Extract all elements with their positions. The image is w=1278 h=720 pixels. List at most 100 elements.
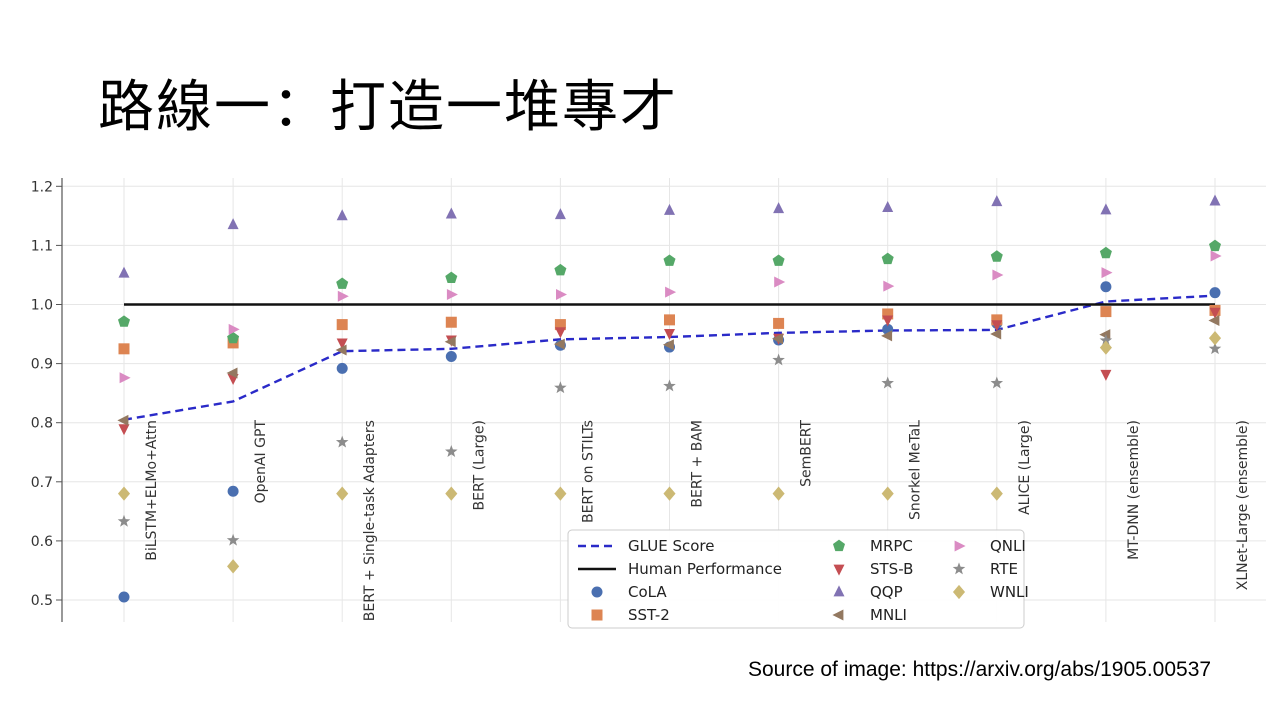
data-point (228, 323, 240, 335)
legend-item: GLUE Score (578, 537, 714, 555)
data-point (444, 336, 456, 348)
data-point (336, 277, 349, 289)
y-tick-label: 1.1 (31, 238, 53, 254)
chart-legend: GLUE Score Human Performance CoLA SST-2 MRPC… (567, 529, 1029, 629)
data-point (1100, 306, 1112, 318)
data-point (336, 486, 349, 501)
data-point (117, 486, 131, 501)
image-source-note: Source of image: https://arxiv.org/abs/1… (748, 658, 1212, 681)
data-point (883, 280, 895, 292)
data-point (882, 308, 894, 320)
data-point (663, 379, 676, 392)
data-point (1100, 281, 1112, 293)
data-point (663, 486, 676, 501)
data-point (881, 330, 893, 342)
series-qqp (118, 194, 1221, 278)
data-point (118, 424, 130, 436)
legend-item: QQP (833, 583, 903, 601)
data-point (1099, 329, 1111, 341)
data-point (445, 316, 457, 328)
data-point (774, 276, 786, 288)
legend-label: GLUE Score (628, 537, 714, 555)
data-point (554, 327, 566, 339)
data-point (990, 486, 1003, 501)
data-point (554, 208, 566, 220)
data-point (881, 486, 894, 501)
data-point (991, 195, 1003, 207)
data-point (990, 376, 1004, 389)
y-tick-label: 0.9 (31, 357, 53, 373)
legend-item: MRPC (832, 537, 913, 555)
data-point (1208, 342, 1222, 355)
data-point (336, 209, 348, 221)
x-category-label: BERT + BAM (690, 420, 706, 508)
legend-item: STS-B (833, 560, 913, 578)
data-point (226, 367, 238, 379)
data-point (117, 514, 131, 527)
data-point (445, 351, 457, 363)
data-point (227, 218, 239, 230)
data-point (663, 254, 676, 266)
series-rte (117, 333, 1222, 546)
data-point (117, 315, 131, 327)
data-point (772, 486, 785, 501)
legend-label: SST-2 (628, 606, 670, 624)
x-category-label: BiLSTM+ELMo+Attn (144, 420, 160, 561)
data-point (119, 372, 131, 384)
x-category-label: Snorkel MeTaL (908, 420, 924, 520)
data-point (772, 353, 785, 366)
y-tick-label: 1.0 (31, 298, 53, 314)
legend-swatch (833, 585, 845, 597)
data-point (336, 338, 348, 350)
data-point (1209, 307, 1221, 319)
data-point (554, 263, 567, 276)
series-line (123, 294, 1216, 421)
legend-swatch (832, 539, 846, 552)
legend-item: CoLA (591, 583, 667, 601)
data-point (1209, 194, 1221, 206)
data-point (664, 203, 675, 215)
x-category-label: BERT + Single-task Adapters (362, 420, 378, 621)
series-wnli (117, 331, 1222, 574)
data-point (664, 314, 675, 326)
data-point (445, 445, 458, 457)
y-tick-label: 0.7 (31, 475, 53, 491)
data-point (335, 435, 349, 448)
data-point (337, 290, 349, 302)
legend-label: STS-B (870, 560, 913, 578)
y-tick-label: 0.8 (31, 416, 53, 432)
legend-swatch (832, 609, 844, 621)
x-category-label: BERT on STILTs (580, 420, 596, 523)
data-point (556, 288, 567, 300)
data-point (991, 320, 1003, 332)
y-tick-label: 1.2 (31, 179, 53, 195)
data-point (1099, 340, 1112, 355)
slide-title: 路線一：打造一堆專才 (98, 75, 678, 140)
data-point (446, 288, 458, 300)
legend-swatch (954, 540, 966, 552)
data-point (990, 250, 1003, 262)
legend-item: WNLI (952, 583, 1029, 601)
legend-label: WNLI (990, 583, 1029, 601)
data-point (554, 381, 567, 394)
x-category-label: XLNet-Large (ensemble) (1235, 420, 1251, 590)
data-point (772, 254, 785, 266)
legend-frame (567, 529, 1025, 629)
data-point (992, 269, 1004, 281)
series-sst-2 (118, 304, 1221, 355)
legend-item: Human Performance (578, 560, 782, 578)
data-point (1208, 331, 1222, 346)
legend-item: QNLI (954, 537, 1026, 555)
data-point (336, 319, 348, 331)
data-point (554, 486, 567, 501)
data-point (335, 344, 347, 356)
data-point (118, 591, 130, 603)
data-point (881, 252, 894, 265)
data-point (227, 485, 239, 497)
x-category-label: MT-DNN (ensemble) (1126, 420, 1142, 560)
data-point (1099, 246, 1112, 259)
data-point (336, 362, 348, 374)
data-point (773, 317, 785, 329)
legend-swatch (591, 609, 603, 621)
data-point (1099, 333, 1113, 346)
